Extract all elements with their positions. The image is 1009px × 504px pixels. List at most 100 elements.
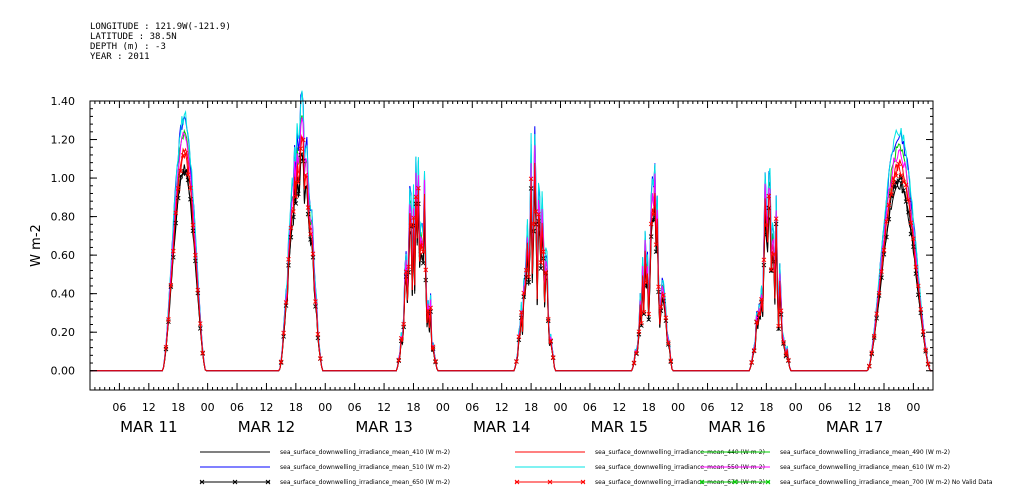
series-marker-7 — [751, 348, 757, 353]
series-marker-7 — [310, 251, 316, 257]
series-marker-6 — [911, 244, 916, 250]
series-marker-7 — [666, 340, 671, 345]
legend-entry-0: sea_surface_downwelling_irradiance_mean_… — [200, 449, 450, 456]
series-marker-7 — [923, 347, 928, 353]
y-tick-label: 0.60 — [51, 249, 76, 262]
series-marker-6 — [903, 199, 909, 204]
series-marker-7 — [175, 186, 181, 191]
series-marker-7 — [163, 344, 169, 350]
series-marker-7 — [173, 210, 179, 216]
x-tick-label: 00 — [671, 401, 685, 414]
series-marker-7 — [761, 257, 767, 263]
x-tick-label: 00 — [318, 401, 332, 414]
legend-label: sea_surface_downwelling_irradiance_mean_… — [780, 464, 950, 471]
longitude-label: LONGITUDE : 121.9W(-121.9) — [90, 22, 231, 32]
x-tick-label: 06 — [465, 401, 479, 414]
series-marker-6 — [293, 201, 299, 206]
series-marker-7 — [190, 222, 196, 228]
series-marker-7 — [920, 329, 926, 334]
legend-entry-6: sea_surface_downwelling_irradiance_mean_… — [199, 479, 450, 486]
series-marker-7 — [178, 168, 183, 174]
legend-marker — [547, 479, 553, 485]
x-tick-label: 06 — [230, 401, 244, 414]
series-marker-7 — [541, 249, 546, 255]
series-marker-7 — [516, 334, 522, 340]
legend-marker — [580, 479, 586, 485]
series-marker-7 — [406, 264, 411, 270]
series-marker-7 — [403, 269, 409, 275]
series-marker-7 — [871, 333, 877, 339]
series-marker-7 — [783, 352, 789, 358]
year-label: YEAR : 2011 — [90, 52, 150, 62]
series-marker-7 — [430, 344, 436, 350]
series-marker-7 — [658, 304, 664, 310]
series-marker-7 — [428, 305, 433, 311]
series-marker-7 — [661, 292, 666, 298]
series-marker-7 — [183, 151, 188, 156]
series-marker-6 — [783, 353, 789, 359]
series-marker-7 — [918, 306, 924, 312]
series-marker-7 — [550, 355, 556, 360]
day-label: MAR 14 — [473, 418, 530, 436]
series-marker-7 — [903, 182, 909, 188]
series-line-4 — [90, 90, 933, 372]
series-marker-7 — [653, 242, 659, 248]
series-marker-7 — [411, 215, 416, 221]
series-marker-6 — [526, 279, 531, 285]
series-marker-7 — [416, 185, 421, 191]
series-marker-7 — [786, 357, 791, 363]
series-marker-7 — [200, 350, 206, 356]
y-tick-label: 1.00 — [51, 172, 76, 185]
series-marker-7 — [195, 287, 201, 293]
series-marker-7 — [521, 290, 527, 296]
series-marker-7 — [523, 267, 529, 273]
series-marker-7 — [634, 350, 639, 356]
series-marker-7 — [778, 308, 784, 314]
series-marker-7 — [315, 331, 321, 337]
series-line-5 — [90, 117, 933, 372]
legend-label: sea_surface_downwelling_irradiance_mean_… — [780, 479, 993, 486]
legend-entry-5: sea_surface_downwelling_irradiance_mean_… — [700, 464, 950, 471]
legend-label: sea_surface_downwelling_irradiance_mean_… — [595, 479, 765, 486]
series-marker-7 — [548, 338, 554, 343]
series-marker-6 — [768, 268, 774, 274]
series-marker-7 — [278, 359, 284, 365]
series-marker-7 — [771, 251, 777, 257]
x-tick-label: 06 — [701, 401, 715, 414]
metadata-header: LONGITUDE : 121.9W(-121.9) LATITUDE : 38… — [90, 22, 231, 62]
series-line-6 — [90, 151, 933, 372]
series-marker-7 — [781, 340, 786, 345]
y-tick-label: 1.20 — [51, 134, 76, 147]
y-tick-label: 0.00 — [51, 365, 76, 378]
legend-label: sea_surface_downwelling_irradiance_mean_… — [595, 449, 765, 456]
x-tick-label: 12 — [612, 401, 626, 414]
x-tick-label: 06 — [112, 401, 126, 414]
x-tick-label: 12 — [495, 401, 509, 414]
series-marker-6 — [896, 178, 902, 184]
series-marker-7 — [298, 146, 304, 152]
series-marker-7 — [166, 317, 171, 322]
series-marker-6 — [300, 158, 306, 164]
x-tick-label: 00 — [554, 401, 568, 414]
series-marker-7 — [305, 205, 311, 210]
series-marker-7 — [398, 335, 404, 341]
x-tick-label: 06 — [583, 401, 597, 414]
y-tick-label: 0.40 — [51, 288, 76, 301]
series-marker-7 — [543, 269, 549, 275]
latitude-label: LATITUDE : 38.5N — [90, 32, 177, 42]
series-marker-7 — [898, 173, 904, 178]
legend-marker — [699, 479, 705, 485]
x-tick-label: 00 — [201, 401, 215, 414]
series-marker-7 — [291, 209, 296, 214]
series-marker-7 — [766, 193, 772, 199]
series-marker-7 — [876, 290, 882, 296]
series-marker-7 — [891, 179, 897, 185]
x-tick-label: 18 — [289, 401, 303, 414]
series-marker-7 — [531, 221, 536, 227]
x-tick-label: 18 — [171, 401, 185, 414]
series-marker-7 — [526, 274, 531, 280]
legend-label: sea_surface_downwelling_irradiance_mean_… — [780, 449, 950, 456]
x-tick-label: 12 — [377, 401, 391, 414]
series-marker-7 — [881, 247, 887, 253]
